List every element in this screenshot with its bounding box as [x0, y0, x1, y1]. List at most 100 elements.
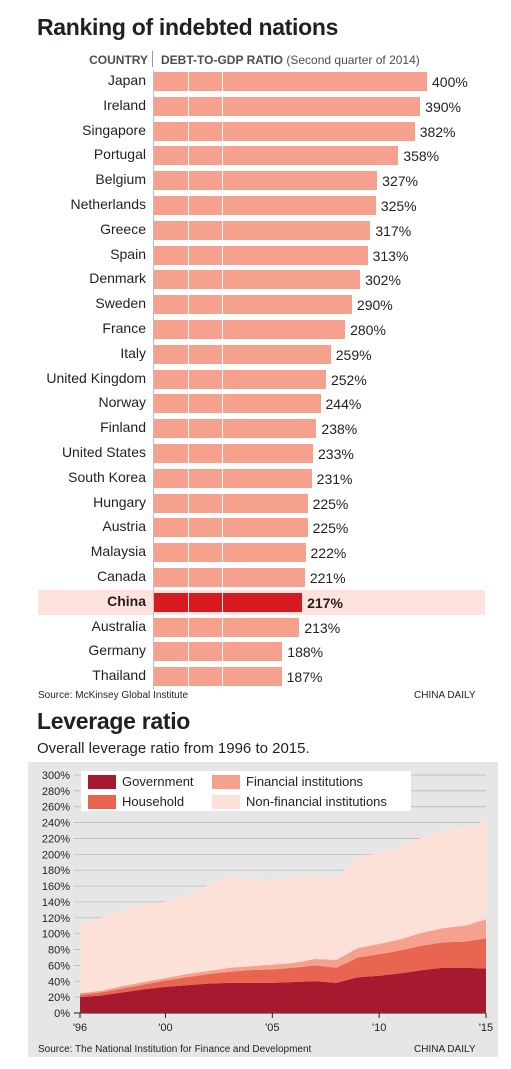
legend-label-household: Household	[122, 794, 185, 809]
bar-value-canada: 221%	[309, 570, 346, 586]
bar-united-states	[154, 444, 314, 463]
bar-value-portugal: 358%	[403, 148, 440, 165]
country-label-thailand: Thailand	[92, 667, 146, 684]
chart-subtitle-leverage: Overall leverage ratio from 1996 to 2015…	[37, 740, 310, 757]
country-label-china: China	[107, 592, 146, 609]
country-label-netherlands: Netherlands	[70, 196, 147, 212]
bar-value-greece: 317%	[375, 222, 412, 239]
y-tick-label: 260%	[42, 802, 70, 814]
bar-value-ireland: 390%	[425, 98, 461, 115]
x-tick-label: '10	[372, 1022, 386, 1034]
x-tick-label: '05	[265, 1022, 279, 1034]
y-tick-label: 40%	[48, 976, 70, 988]
bar-value-thailand: 187%	[286, 669, 323, 686]
source-note-leverage: Source: The National Institution for Fin…	[38, 1044, 312, 1055]
country-label-austria: Austria	[102, 518, 146, 535]
y-tick-label: 100%	[42, 929, 70, 941]
bar-portugal	[154, 146, 399, 166]
y-tick-label: 240%	[42, 818, 70, 830]
bar-value-united-states: 233%	[318, 446, 354, 462]
source-note-ranking: Source: McKinsey Global Institute	[38, 690, 189, 701]
bar-norway	[154, 394, 321, 414]
area-series-household	[80, 938, 486, 998]
country-label-greece: Greece	[100, 220, 146, 237]
country-label-belgium: Belgium	[95, 171, 146, 188]
chart-legend: Government Household Financial instituti…	[81, 771, 411, 811]
ratio-header-note: (Second quarter of 2014)	[286, 53, 420, 67]
bar-value-united-kingdom: 252%	[330, 371, 367, 388]
bar-value-hungary: 225%	[312, 495, 349, 512]
x-tick-label: '00	[158, 1022, 172, 1034]
y-tick-label: 220%	[42, 833, 70, 845]
bar-sweden	[154, 295, 352, 315]
country-label-denmark: Denmark	[89, 270, 146, 287]
country-label-south-korea: South Korea	[68, 468, 146, 485]
legend-label-financial: Financial institutions	[246, 774, 364, 789]
bar-value-belgium: 327%	[382, 173, 418, 190]
y-tick-label: 60%	[48, 960, 70, 972]
area-series-government	[80, 967, 486, 1013]
ratio-header-bold: DEBT-TO-GDP RATIO	[161, 53, 284, 67]
x-tick-label: '15	[479, 1022, 493, 1034]
legend-swatch-nonfinancial	[212, 794, 240, 809]
bar-gridline	[188, 70, 190, 690]
y-tick-label: 280%	[42, 786, 70, 798]
y-tick-label: 160%	[42, 881, 70, 893]
country-label-finland: Finland	[100, 419, 146, 436]
area-series-non-financial-institutions	[80, 821, 486, 994]
bar-value-germany: 188%	[287, 644, 324, 661]
y-tick-label: 80%	[48, 945, 70, 957]
x-tick-label: '96	[73, 1022, 87, 1034]
bar-value-australia: 213%	[304, 619, 341, 636]
bar-canada	[154, 568, 305, 587]
bar-austria	[154, 518, 308, 538]
ranking-bar-chart: Japan 400% Ireland 390% Singapore 382% Portuga…	[0, 70, 511, 690]
bar-japan	[154, 72, 427, 91]
y-tick-label: 300%	[42, 770, 70, 782]
legend-label-government: Government	[122, 774, 194, 789]
y-tick-label: 180%	[42, 865, 70, 877]
bar-value-norway: 244%	[325, 396, 362, 413]
bar-gridline	[222, 70, 224, 690]
legend-item-nonfinancial: Non-financial institutions	[212, 794, 387, 809]
bar-greece	[154, 220, 371, 240]
country-label-japan: Japan	[107, 72, 146, 88]
legend-swatch-household	[88, 794, 116, 809]
header-divider	[152, 51, 153, 67]
chart-title-ranking: Ranking of indebted nations	[37, 14, 339, 40]
legend-swatch-financial	[212, 774, 240, 789]
bar-italy	[154, 344, 331, 364]
bar-south-korea	[154, 468, 312, 488]
legend-swatch-government	[88, 774, 116, 789]
bar-hungary	[154, 493, 308, 513]
legend-label-nonfinancial: Non-financial institutions	[246, 794, 387, 809]
country-label-france: France	[102, 320, 146, 336]
bar-axis-line	[153, 70, 154, 690]
credit-ranking: CHINA DAILY	[414, 690, 476, 701]
bar-finland	[154, 419, 317, 439]
bar-denmark	[154, 270, 361, 290]
country-label-germany: Germany	[88, 642, 146, 659]
country-label-portugal: Portugal	[93, 146, 146, 163]
y-tick-label: 120%	[42, 913, 70, 925]
country-label-sweden: Sweden	[95, 295, 146, 312]
country-label-australia: Australia	[91, 617, 146, 634]
bar-value-spain: 313%	[372, 247, 409, 264]
bar-value-sweden: 290%	[356, 297, 393, 314]
bar-value-finland: 238%	[321, 421, 358, 438]
country-label-singapore: Singapore	[82, 121, 146, 138]
bar-france	[154, 320, 346, 339]
bar-value-denmark: 302%	[365, 272, 401, 289]
column-header-ratio: DEBT-TO-GDP RATIO (Second quarter of 201…	[161, 53, 420, 67]
legend-item-financial: Financial institutions	[212, 774, 363, 789]
country-label-hungary: Hungary	[93, 493, 146, 510]
bar-value-south-korea: 231%	[316, 470, 353, 487]
bar-value-japan: 400%	[432, 74, 468, 90]
chart-title-leverage: Leverage ratio	[37, 708, 191, 734]
bar-value-france: 280%	[350, 322, 386, 338]
bar-singapore	[154, 121, 415, 141]
bar-china	[154, 592, 303, 612]
leverage-chart-panel: 0% 20% 40% 60% 80% 100% 120% 140% 160% 180% 200% 22…	[28, 762, 498, 1057]
bar-netherlands	[154, 196, 376, 215]
bar-spain	[154, 245, 368, 265]
